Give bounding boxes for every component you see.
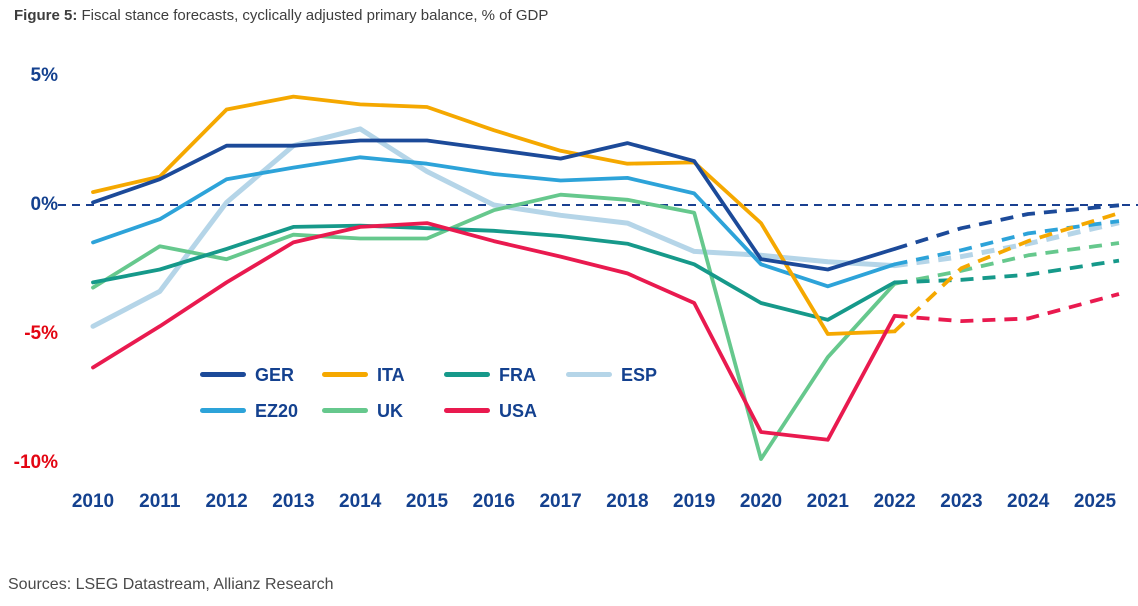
- x-tick-2016: 2016: [472, 491, 515, 512]
- series-forecast-ger: [894, 203, 1120, 251]
- x-tick-2013: 2013: [272, 491, 315, 512]
- legend-label-uk: UK: [377, 400, 403, 421]
- x-tick-2010: 2010: [71, 491, 115, 512]
- x-tick-2015: 2015: [405, 491, 449, 512]
- series-forecast-esp: [894, 220, 1120, 269]
- y-tick-0: 0%: [30, 194, 58, 215]
- legend-swatch-ez20: [200, 408, 246, 413]
- legend-item-ez20: EZ20: [200, 399, 322, 422]
- x-tick-2025: 2025: [1073, 491, 1117, 512]
- legend-item-esp: ESP: [566, 363, 688, 386]
- legend-label-ger: GER: [255, 364, 295, 385]
- x-tick-2014: 2014: [339, 491, 382, 512]
- series-forecast-ez20: [894, 219, 1120, 267]
- series-line-ez20: [91, 155, 897, 289]
- x-tick-2022: 2022: [873, 491, 916, 512]
- legend-swatch-ita: [322, 372, 368, 377]
- legend: GER ITA FRA ESP EZ20 UK USA: [200, 363, 688, 422]
- series-forecast-ita: [893, 211, 1120, 333]
- legend-item-ita: ITA: [322, 363, 444, 386]
- sources-note: Sources: LSEG Datastream, Allianz Resear…: [8, 576, 334, 593]
- y-tick--5: -5%: [24, 323, 58, 344]
- figure-title: Figure 5: Fiscal stance forecasts, cycli…: [14, 7, 548, 24]
- series-forecast-usa: [894, 292, 1120, 324]
- legend-item-uk: UK: [322, 399, 444, 422]
- legend-item-fra: FRA: [444, 363, 566, 386]
- series-forecast-uk: [894, 241, 1120, 286]
- legend-swatch-uk: [322, 408, 368, 413]
- series-line-uk: [91, 192, 897, 462]
- legend-swatch-usa: [444, 408, 490, 413]
- legend-label-ita: ITA: [377, 364, 405, 385]
- series-line-usa: [91, 221, 897, 442]
- x-tick-2017: 2017: [539, 491, 582, 512]
- legend-swatch-ger: [200, 372, 246, 377]
- legend-label-esp: ESP: [621, 364, 658, 385]
- legend-swatch-esp: [566, 372, 612, 377]
- series-line-fra: [91, 223, 897, 322]
- legend-label-ez20: EZ20: [255, 400, 299, 421]
- x-tick-2023: 2023: [940, 491, 983, 512]
- x-tick-2019: 2019: [673, 491, 716, 512]
- x-tick-2024: 2024: [1007, 491, 1050, 512]
- x-tick-2018: 2018: [606, 491, 649, 512]
- series-line-ger: [91, 138, 897, 272]
- series-forecast-fra: [894, 258, 1120, 285]
- y-tick-5: 5%: [30, 65, 58, 86]
- legend-label-usa: USA: [499, 400, 538, 421]
- legend-item-usa: USA: [444, 399, 566, 422]
- legend-item-ger: GER: [200, 363, 322, 386]
- legend-swatch-fra: [444, 372, 490, 377]
- figure-title-text: Fiscal stance forecasts, cyclically adju…: [77, 7, 549, 24]
- series-line-ita: [91, 94, 897, 336]
- x-tick-2011: 2011: [139, 491, 181, 512]
- series-line-esp: [90, 126, 898, 329]
- x-tick-2020: 2020: [739, 491, 783, 512]
- figure-title-prefix: Figure 5:: [14, 7, 78, 24]
- y-tick--10: -10%: [13, 452, 58, 473]
- legend-label-fra: FRA: [499, 364, 536, 385]
- x-tick-2021: 2021: [806, 491, 849, 512]
- x-tick-2012: 2012: [205, 491, 248, 512]
